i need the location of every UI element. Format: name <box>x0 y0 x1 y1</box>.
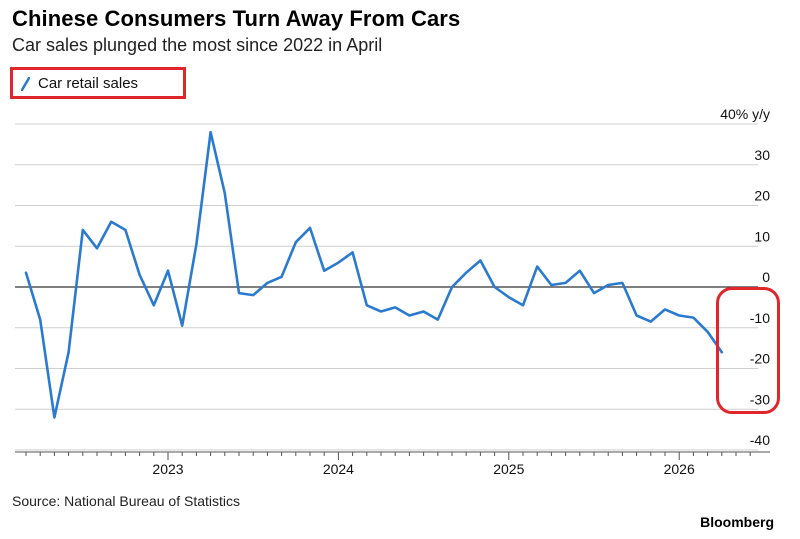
x-tick-label: 2026 <box>664 461 695 477</box>
legend-label: Car retail sales <box>38 75 139 92</box>
source-note: Source: National Bureau of Statistics <box>12 493 241 509</box>
x-axis-ticks: 2023 2024 2025 2026 <box>25 452 751 477</box>
series-line-car-retail-sales <box>24 130 724 419</box>
x-tick-label: 2025 <box>493 461 524 477</box>
y-tick-label: 40% y/y <box>720 106 770 122</box>
legend-highlight-box: Car retail sales <box>10 67 186 99</box>
y-tick-label: -20 <box>750 351 770 367</box>
series-layer <box>24 130 724 419</box>
y-tick-label: 10 <box>754 228 770 244</box>
y-tick-label: 0 <box>762 269 770 285</box>
brand-logo: Bloomberg <box>700 514 774 530</box>
chart-title: Chinese Consumers Turn Away From Cars <box>12 6 461 31</box>
y-tick-label: -10 <box>750 310 770 326</box>
legend-line-icon <box>21 76 30 91</box>
y-tick-label: 20 <box>754 188 770 204</box>
latest-values-highlight <box>716 287 780 414</box>
y-tick-label: -40 <box>750 432 770 448</box>
gridlines <box>15 123 758 451</box>
y-tick-label: 30 <box>754 147 770 163</box>
x-tick-label: 2024 <box>323 461 354 477</box>
chart-subtitle: Car sales plunged the most since 2022 in… <box>12 35 383 55</box>
legend-entry: Car retail sales <box>21 75 138 92</box>
x-tick-label: 2023 <box>152 461 183 477</box>
